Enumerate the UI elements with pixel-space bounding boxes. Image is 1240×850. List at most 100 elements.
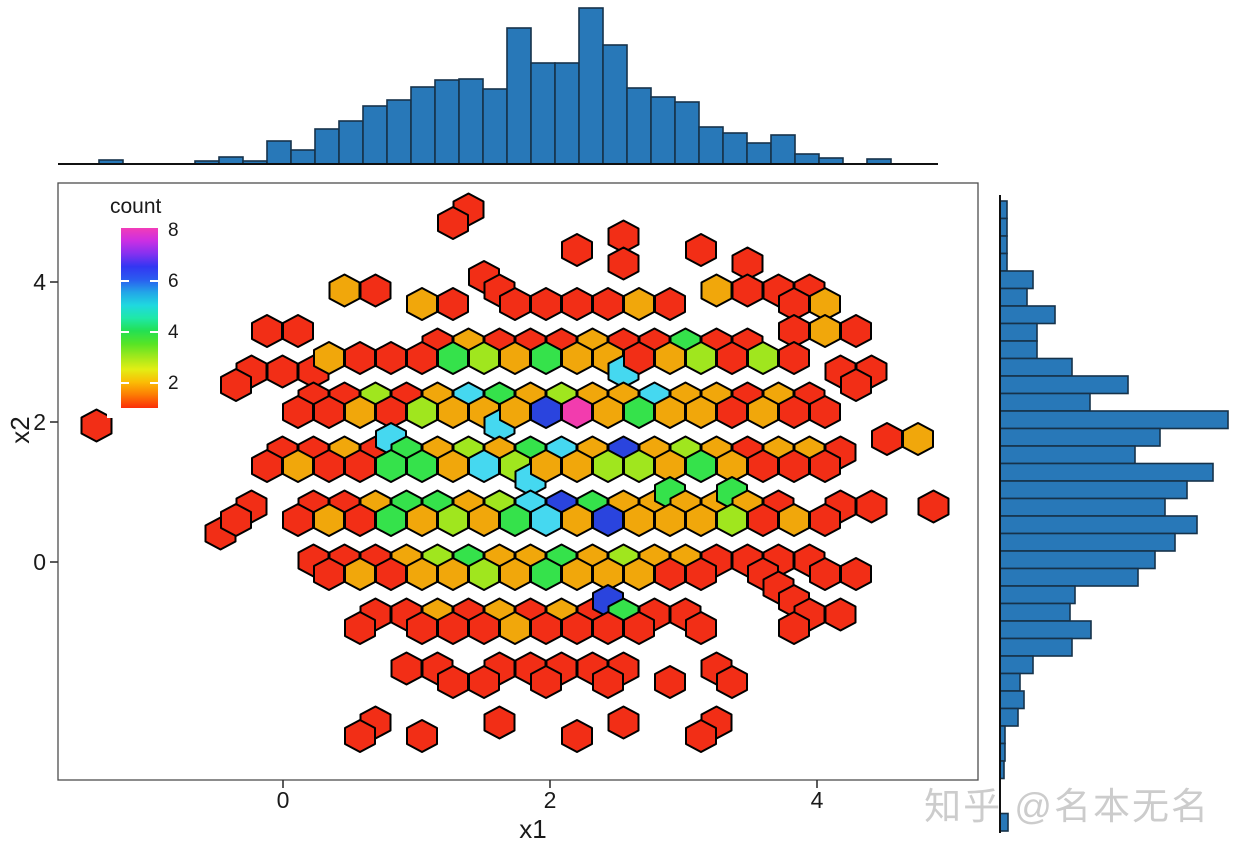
hex-cell xyxy=(437,341,469,375)
hex-cell xyxy=(592,611,624,645)
hex-cell xyxy=(607,705,640,740)
hex-cell xyxy=(592,287,624,321)
x-tick-label-0: 0 xyxy=(276,787,290,813)
top-histogram-bar xyxy=(266,140,292,165)
right-histogram-bar xyxy=(999,252,1008,272)
top-histogram-bar xyxy=(578,7,604,165)
hex-cell xyxy=(747,341,779,375)
right-histogram-bar xyxy=(999,602,1071,622)
hex-cell xyxy=(716,665,748,699)
hex-cell xyxy=(344,719,376,753)
top-histogram-bar xyxy=(794,153,820,165)
hex-cell xyxy=(840,314,872,348)
hex-cell xyxy=(437,557,469,591)
top-histogram-bar xyxy=(218,156,244,165)
hex-cell xyxy=(561,503,593,537)
top-histogram-bar xyxy=(506,27,532,165)
hex-cell xyxy=(623,557,655,591)
hex-cell xyxy=(809,503,841,537)
hex-cell xyxy=(917,489,950,524)
right-histogram-bar xyxy=(999,462,1214,482)
hex-cell xyxy=(561,611,593,645)
hex-cell xyxy=(406,449,438,483)
hex-cell xyxy=(716,395,748,429)
hex-cell xyxy=(623,341,655,375)
hex-cell xyxy=(406,611,438,645)
right-histogram-bar xyxy=(999,532,1176,552)
y-tick-label-4: 4 xyxy=(33,269,46,295)
hex-cell xyxy=(406,557,438,591)
right-histogram-bar xyxy=(999,200,1008,220)
hex-cell xyxy=(855,489,888,524)
top-histogram-bar xyxy=(314,128,340,165)
legend-tick-4: 4 xyxy=(168,322,179,343)
y-tick-label-2: 2 xyxy=(33,409,46,435)
hex-cell xyxy=(359,273,392,308)
hex-cell xyxy=(313,557,345,591)
hex-cell xyxy=(406,503,438,537)
x-axis-title: x1 xyxy=(519,814,547,844)
hex-cell xyxy=(344,557,376,591)
hex-cell xyxy=(437,611,469,645)
right-histogram-bar xyxy=(999,497,1166,517)
hex-cell xyxy=(685,233,717,267)
hex-cell xyxy=(468,665,500,699)
hex-cell xyxy=(685,341,717,375)
hex-cell xyxy=(685,395,717,429)
right-histogram-bar xyxy=(999,357,1073,377)
hex-cell xyxy=(406,287,438,321)
right-marginal-histogram xyxy=(999,195,1229,833)
hex-cell xyxy=(313,449,345,483)
hex-cell xyxy=(778,449,810,483)
hex-cell xyxy=(561,287,593,321)
right-histogram-bar xyxy=(999,392,1091,412)
hex-cell xyxy=(406,719,438,753)
right-histogram-bar xyxy=(999,322,1038,342)
hex-cell xyxy=(437,449,469,483)
hex-cell xyxy=(437,503,469,537)
hex-cell xyxy=(654,341,686,375)
hex-cell xyxy=(344,449,376,483)
hex-cell xyxy=(499,287,531,321)
hex-cell xyxy=(437,287,469,321)
x-tick-label-4: 4 xyxy=(810,787,824,813)
hex-cell xyxy=(902,422,934,456)
legend-title: count xyxy=(110,195,162,218)
right-histogram-bar xyxy=(999,445,1136,465)
hex-cell xyxy=(809,395,841,429)
hex-cell xyxy=(251,314,283,348)
top-histogram-bar xyxy=(650,96,676,165)
hex-cell xyxy=(499,557,531,591)
hex-cell xyxy=(731,273,764,308)
top-histogram-bar xyxy=(554,62,580,165)
hex-cell xyxy=(344,341,376,375)
hex-cell xyxy=(561,449,593,483)
hex-cell xyxy=(313,341,345,375)
hex-cell xyxy=(716,503,748,537)
top-histogram-bar xyxy=(386,99,412,165)
right-histogram-bar xyxy=(999,812,1009,832)
top-histogram-bar xyxy=(338,120,364,165)
hex-cell xyxy=(530,341,562,375)
top-histogram-bar xyxy=(674,101,700,165)
right-histogram-bar xyxy=(999,620,1092,640)
hex-cell xyxy=(778,611,810,645)
hexbin-cells xyxy=(80,192,950,753)
hex-cell xyxy=(530,665,562,699)
hex-cell xyxy=(654,503,686,537)
hex-cell xyxy=(809,314,841,348)
hex-cell xyxy=(809,557,841,591)
hex-cell xyxy=(654,287,686,321)
right-histogram-bar xyxy=(999,515,1198,535)
hex-cell xyxy=(375,449,407,483)
hex-cell xyxy=(468,611,500,645)
legend-gradient-bar xyxy=(121,228,158,408)
hex-cell xyxy=(747,503,779,537)
hex-cell xyxy=(700,273,733,308)
right-histogram-bar xyxy=(999,217,1008,237)
hex-cell xyxy=(685,719,717,753)
hex-cell xyxy=(685,557,717,591)
hex-cell xyxy=(592,395,624,429)
hex-cell xyxy=(778,503,810,537)
